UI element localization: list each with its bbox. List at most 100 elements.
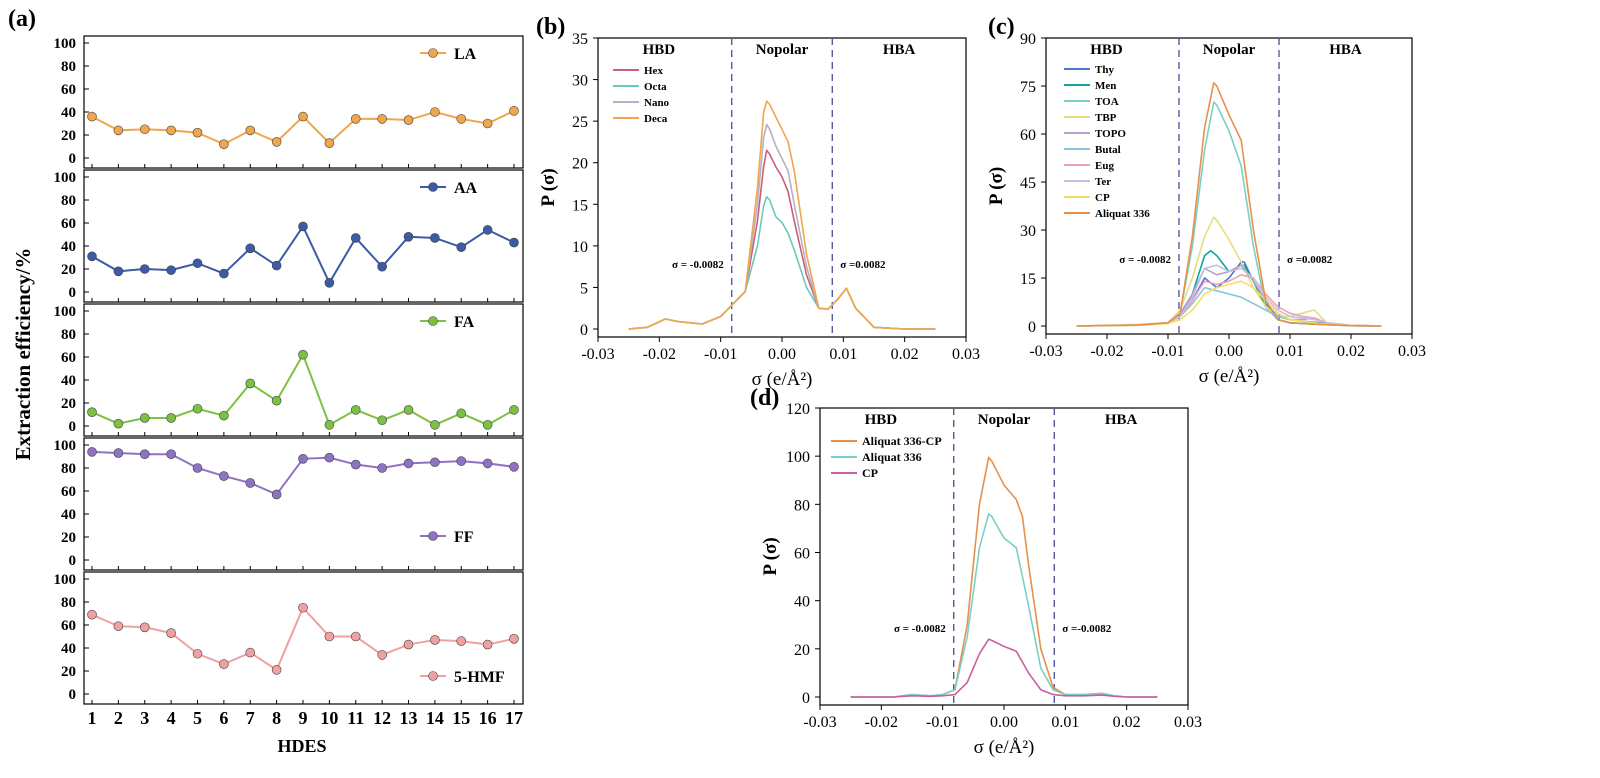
legend-label-TOA: TOA: [1095, 96, 1119, 108]
y-tick-label: 60: [61, 618, 76, 634]
x-tick-label: 7: [246, 708, 255, 728]
data-point-FF: [298, 453, 308, 464]
cutoff-annotation: σ =0.0082: [1287, 254, 1333, 266]
panel-a-letter: (a): [8, 6, 36, 32]
panel-b-letter: (b): [536, 14, 565, 40]
x-tick-label: 0.03: [1174, 714, 1202, 731]
y-tick-label: 100: [54, 438, 77, 454]
y-tick-label: 60: [61, 216, 76, 232]
data-point-LA: [113, 125, 124, 136]
data-point-LA: [192, 127, 203, 138]
x-tick-label: -0.01: [704, 346, 737, 363]
y-tick-label: 80: [794, 497, 810, 514]
y-tick-label: 40: [61, 105, 76, 121]
y-tick-label: 20: [61, 128, 76, 144]
x-tick-label: -0.01: [926, 714, 959, 731]
panel-d-letter: (d): [750, 385, 779, 411]
data-point-LA: [456, 114, 467, 124]
legend-label-Thy: Thy: [1095, 64, 1114, 76]
data-point-FF: [219, 471, 229, 481]
x-tick-label: -0.03: [1029, 343, 1062, 360]
y-tick-label: 0: [69, 687, 77, 703]
data-point-5-HMF: [245, 647, 256, 658]
region-label-hbd: HBD: [865, 412, 898, 428]
data-point-FA: [509, 405, 519, 415]
x-tick-label: 11: [347, 708, 364, 728]
cutoff-annotation: σ = -0.0082: [1119, 254, 1171, 266]
legend-marker-5-HMF: [428, 671, 438, 681]
y-tick-label: 0: [580, 322, 588, 339]
legend-label-FF: FF: [454, 529, 474, 546]
data-point-AA: [350, 233, 361, 243]
data-point-AA: [87, 251, 97, 262]
data-point-5-HMF: [87, 609, 97, 620]
x-tick-label: 0.00: [990, 714, 1018, 731]
x-tick-label: 0.02: [1337, 343, 1365, 360]
y-tick-label: 100: [54, 304, 77, 320]
data-point-FA: [298, 349, 308, 360]
legend-label-Deca: Deca: [644, 113, 668, 125]
x-tick-label: -0.03: [581, 346, 614, 363]
data-point-AA: [509, 237, 519, 248]
x-tick-label: -0.02: [1090, 343, 1123, 360]
data-point-FF: [324, 452, 335, 463]
data-point-5-HMF: [482, 639, 493, 650]
y-tick-label: 20: [61, 530, 76, 546]
series-line-Eug: [1076, 273, 1382, 327]
data-point-FA: [377, 415, 387, 426]
legend-label-Aliquat-336: Aliquat 336: [1095, 208, 1150, 220]
region-label-nopolar: Nopolar: [756, 42, 809, 58]
y-tick-label: 20: [794, 642, 810, 659]
data-point-AA: [192, 258, 203, 269]
legend-label-Aliquat-336: Aliquat 336: [862, 450, 922, 464]
data-point-5-HMF: [298, 602, 308, 613]
legend-label-Aliquat-336-CP: Aliquat 336-CP: [862, 434, 942, 448]
data-point-AA: [166, 265, 176, 275]
data-point-5-HMF: [403, 639, 414, 650]
y-tick-label: 30: [572, 73, 588, 90]
data-point-LA: [509, 106, 519, 116]
x-tick-label: 0.02: [891, 346, 919, 363]
series-line-TOPO: [1076, 264, 1382, 327]
y-tick-label: 100: [54, 36, 77, 52]
data-point-LA: [403, 115, 414, 125]
data-point-FF: [403, 458, 414, 469]
x-tick-label: 0.01: [1051, 714, 1079, 731]
data-point-5-HMF: [324, 631, 335, 642]
legend-label-Ter: Ter: [1095, 176, 1111, 188]
data-point-FA: [139, 413, 150, 423]
data-point-LA: [271, 137, 282, 147]
y-tick-label: 120: [786, 401, 810, 418]
x-tick-label: 12: [373, 708, 391, 728]
data-point-FF: [113, 448, 124, 458]
legend-label-TOPO: TOPO: [1095, 128, 1126, 140]
x-tick-label: 1: [88, 708, 97, 728]
data-point-FF: [166, 449, 176, 460]
x-tick-label: 0.03: [1398, 343, 1426, 360]
y-tick-label: 0: [69, 553, 77, 569]
x-tick-label: 9: [299, 708, 308, 728]
data-point-AA: [245, 243, 256, 254]
y-tick-label: 80: [61, 59, 76, 75]
data-point-5-HMF: [166, 628, 176, 638]
data-point-FF: [430, 457, 440, 468]
legend-label-FA: FA: [454, 314, 475, 331]
region-label-nopolar: Nopolar: [978, 412, 1031, 428]
data-point-FA: [403, 405, 414, 415]
y-axis-title: P (σ): [986, 167, 1007, 205]
y-tick-label: 100: [54, 572, 77, 588]
x-tick-label: 6: [219, 708, 228, 728]
data-point-FF: [350, 459, 361, 470]
y-tick-label: 80: [61, 327, 76, 343]
data-point-LA: [87, 111, 97, 122]
y-tick-label: 0: [69, 151, 77, 167]
region-label-hba: HBA: [1105, 412, 1138, 428]
data-point-AA: [113, 266, 124, 277]
y-tick-label: 90: [1020, 31, 1036, 48]
panel-b: HBD Nopolar HBA 0 5 10 15 20 25 30 35 -0.03 -0.02 -0.…: [538, 31, 980, 390]
y-tick-label: 5: [580, 280, 588, 297]
y-tick-label: 0: [1028, 319, 1036, 336]
data-point-FA: [219, 410, 229, 421]
y-tick-label: 60: [794, 546, 810, 563]
data-point-FA: [324, 420, 335, 430]
